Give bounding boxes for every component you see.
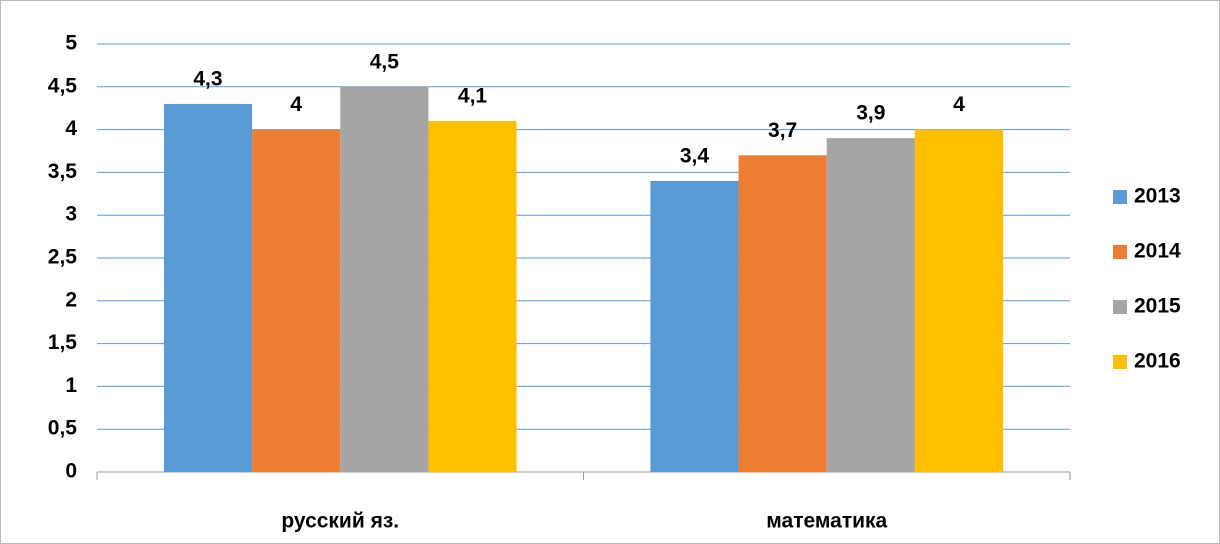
y-tick-label: 1 [65,374,77,397]
y-tick-label: 0 [65,460,77,483]
legend-swatch [1113,355,1127,369]
y-tick-label: 4 [65,117,77,140]
data-label: 3,7 [768,119,797,142]
data-label: 4 [953,93,965,116]
legend-label: 2014 [1134,240,1181,263]
y-tick-label: 1,5 [48,331,78,354]
legend-swatch [1113,300,1127,314]
legend-swatch [1113,245,1127,259]
bar [826,138,915,472]
x-tick-label: русский яз. [281,510,399,533]
bar [252,129,341,472]
y-tick-label: 2,5 [48,246,78,269]
y-tick-label: 2 [65,288,77,311]
legend-label: 2013 [1134,185,1181,208]
legend-label: 2015 [1134,295,1181,318]
x-tick-label: математика [766,510,887,533]
data-label: 3,4 [680,145,710,168]
bar [340,86,429,473]
data-label: 4,5 [370,50,400,73]
y-tick-label: 4,5 [48,74,78,97]
y-tick-label: 5 [65,32,77,55]
bar [914,129,1004,472]
bar [738,155,827,472]
y-tick-label: 0,5 [48,417,78,440]
bar [650,180,739,472]
y-tick-label: 3,5 [48,160,78,183]
y-tick-label: 3 [65,203,77,226]
data-label: 4 [290,93,302,116]
data-label: 4,3 [193,67,222,90]
bar [163,103,253,473]
bar [428,121,517,472]
data-label: 3,9 [856,102,885,125]
legend-label: 2016 [1134,350,1181,373]
legend-swatch [1113,190,1127,204]
data-label: 4,1 [458,85,488,108]
